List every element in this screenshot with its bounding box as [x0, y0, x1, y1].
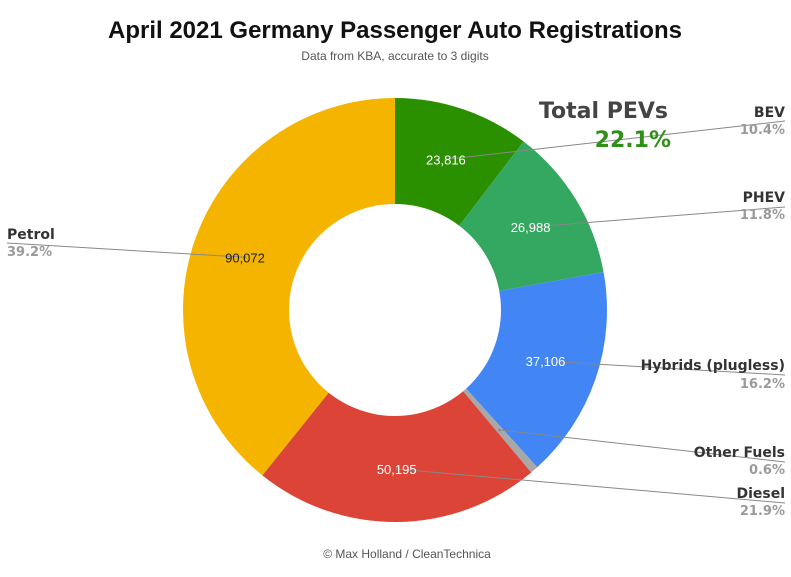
leader-line-petrol	[6, 242, 246, 258]
slice-value-phev: 26,988	[511, 220, 551, 235]
leader-line-diesel	[396, 468, 786, 504]
category-label-diesel: Diesel	[736, 486, 785, 502]
category-label-bev: BEV	[754, 105, 785, 121]
values-layer: 23,816 BEV 10.4% 26,988 PHEV 11.8% 37,106 Hybri…	[7, 105, 785, 519]
leaders-layer	[6, 120, 786, 504]
slice-value-hybrids-plugless: 37,106	[526, 354, 566, 369]
leader-line-bev	[445, 120, 786, 160]
percent-label-diesel: 21.9%	[740, 504, 785, 519]
total-pevs-label: Total PEVs	[539, 99, 668, 124]
chart-footer: © Max Holland / CleanTechnica	[323, 547, 491, 561]
category-label-petrol: Petrol	[7, 227, 55, 243]
chart-subtitle: Data from KBA, accurate to 3 digits	[301, 49, 488, 63]
slice-diesel	[262, 310, 532, 522]
leader-dot-hybrids-plugless	[544, 359, 547, 363]
slice-value-diesel: 50,195	[377, 462, 417, 477]
leader-dot-phev	[529, 225, 532, 229]
category-label-hybrids-plugless: Hybrids (plugless)	[641, 358, 785, 374]
category-label-phev: PHEV	[743, 190, 786, 206]
donut-hole	[289, 204, 501, 416]
leader-line-phev	[530, 206, 786, 228]
percent-label-hybrids-plugless: 16.2%	[740, 377, 785, 392]
percent-label-petrol: 39.2%	[7, 245, 52, 260]
leader-dot-diesel	[395, 467, 399, 471]
leader-line-other-fuels	[499, 429, 786, 463]
leader-dot-bev	[444, 158, 448, 161]
chart-title: April 2021 Germany Passenger Auto Regist…	[108, 17, 682, 44]
slice-petrol	[183, 98, 395, 476]
total-pevs-value: 22.1%	[595, 128, 671, 153]
category-label-other-fuels: Other Fuels	[694, 445, 785, 461]
percent-label-other-fuels: 0.6%	[749, 463, 785, 478]
percent-label-phev: 11.8%	[740, 208, 785, 223]
leader-line-hybrids-plugless	[545, 360, 786, 376]
slice-value-petrol: 90,072	[225, 250, 265, 265]
leader-dot-other-fuels	[498, 428, 501, 432]
slice-value-bev: 23,816	[426, 152, 466, 167]
leader-dot-petrol	[243, 255, 247, 259]
percent-label-bev: 10.4%	[740, 123, 785, 138]
